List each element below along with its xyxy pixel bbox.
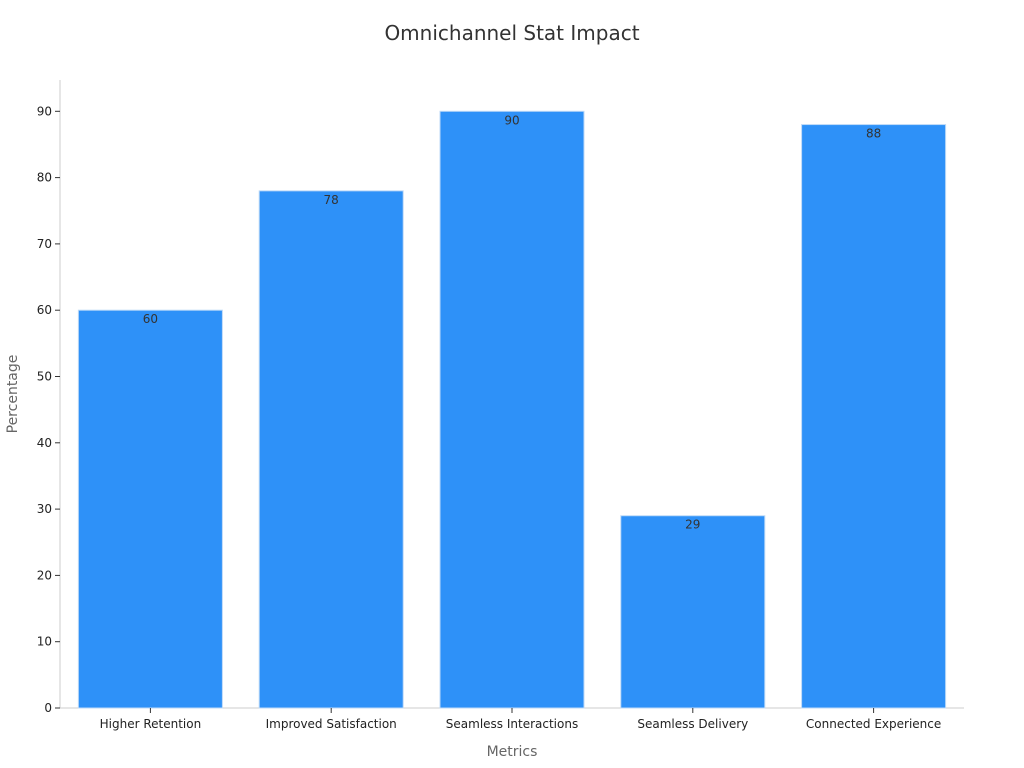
bar-data-label: 90 — [504, 113, 519, 127]
bar-data-label: 88 — [866, 127, 881, 141]
y-tick-label: 90 — [37, 104, 52, 118]
y-tick-label: 0 — [44, 701, 52, 715]
chart-title: Omnichannel Stat Impact — [384, 21, 639, 45]
x-tick-label: Seamless Delivery — [637, 717, 748, 731]
bars-group: 60 78 90 29 88 — [77, 110, 947, 709]
bar-data-label: 29 — [685, 518, 700, 532]
bar — [77, 309, 223, 709]
bar-data-label: 78 — [324, 193, 339, 207]
y-tick-label: 60 — [37, 303, 52, 317]
y-tick-label: 70 — [37, 237, 52, 251]
x-tick-label: Seamless Interactions — [446, 717, 578, 731]
y-tick-label: 20 — [37, 568, 52, 582]
y-tick-label: 30 — [37, 502, 52, 516]
y-tick-label: 80 — [37, 171, 52, 185]
x-tick-label: Connected Experience — [806, 717, 941, 731]
x-axis-ticks: Higher Retention Improved Satisfaction Sea… — [100, 708, 941, 731]
bar-data-label: 60 — [143, 312, 158, 326]
y-tick-label: 40 — [37, 436, 52, 450]
bar — [620, 515, 766, 709]
x-tick-label: Improved Satisfaction — [266, 717, 397, 731]
bar — [801, 124, 947, 709]
y-axis-ticks: 0 10 20 30 40 50 60 70 80 90 — [37, 104, 60, 715]
x-axis-title: Metrics — [487, 744, 538, 760]
x-tick-label: Higher Retention — [100, 717, 202, 731]
bar — [439, 110, 585, 709]
bar — [258, 190, 404, 709]
y-tick-label: 50 — [37, 370, 52, 384]
y-tick-label: 10 — [37, 635, 52, 649]
y-axis-title: Percentage — [5, 355, 21, 434]
